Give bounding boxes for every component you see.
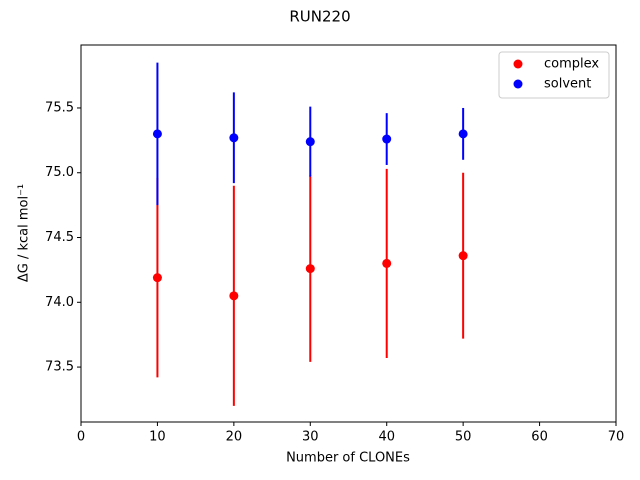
legend-label: solvent xyxy=(544,77,591,92)
x-tick-label: 60 xyxy=(531,430,548,445)
y-tick-label: 74.0 xyxy=(45,295,74,310)
point xyxy=(458,251,468,261)
point xyxy=(229,133,239,143)
point xyxy=(305,137,315,147)
x-tick-label: 40 xyxy=(378,430,395,445)
legend-marker xyxy=(513,59,523,69)
x-tick-label: 10 xyxy=(149,430,166,445)
point xyxy=(229,291,239,301)
point xyxy=(152,129,162,139)
point xyxy=(382,134,392,144)
x-tick-label: 30 xyxy=(302,430,319,445)
point xyxy=(382,258,392,268)
y-tick-label: 75.5 xyxy=(45,100,74,115)
point xyxy=(458,129,468,139)
legend-label: complex xyxy=(544,57,599,72)
x-tick-label: 70 xyxy=(608,430,625,445)
y-axis-label: ΔG / kcal mol⁻¹ xyxy=(17,184,32,282)
chart-title: RUN220 xyxy=(289,8,350,26)
x-axis-label: Number of CLONEs xyxy=(286,451,410,466)
point xyxy=(152,273,162,283)
legend-marker xyxy=(513,79,523,89)
y-tick-label: 75.0 xyxy=(45,165,74,180)
y-tick-label: 73.5 xyxy=(45,360,74,375)
point xyxy=(305,264,315,274)
x-tick-label: 50 xyxy=(455,430,472,445)
plot-frame xyxy=(80,44,617,423)
y-tick-label: 74.5 xyxy=(45,230,74,245)
x-tick-label: 0 xyxy=(77,430,85,445)
legend-box xyxy=(498,51,610,99)
x-tick-label: 20 xyxy=(226,430,243,445)
